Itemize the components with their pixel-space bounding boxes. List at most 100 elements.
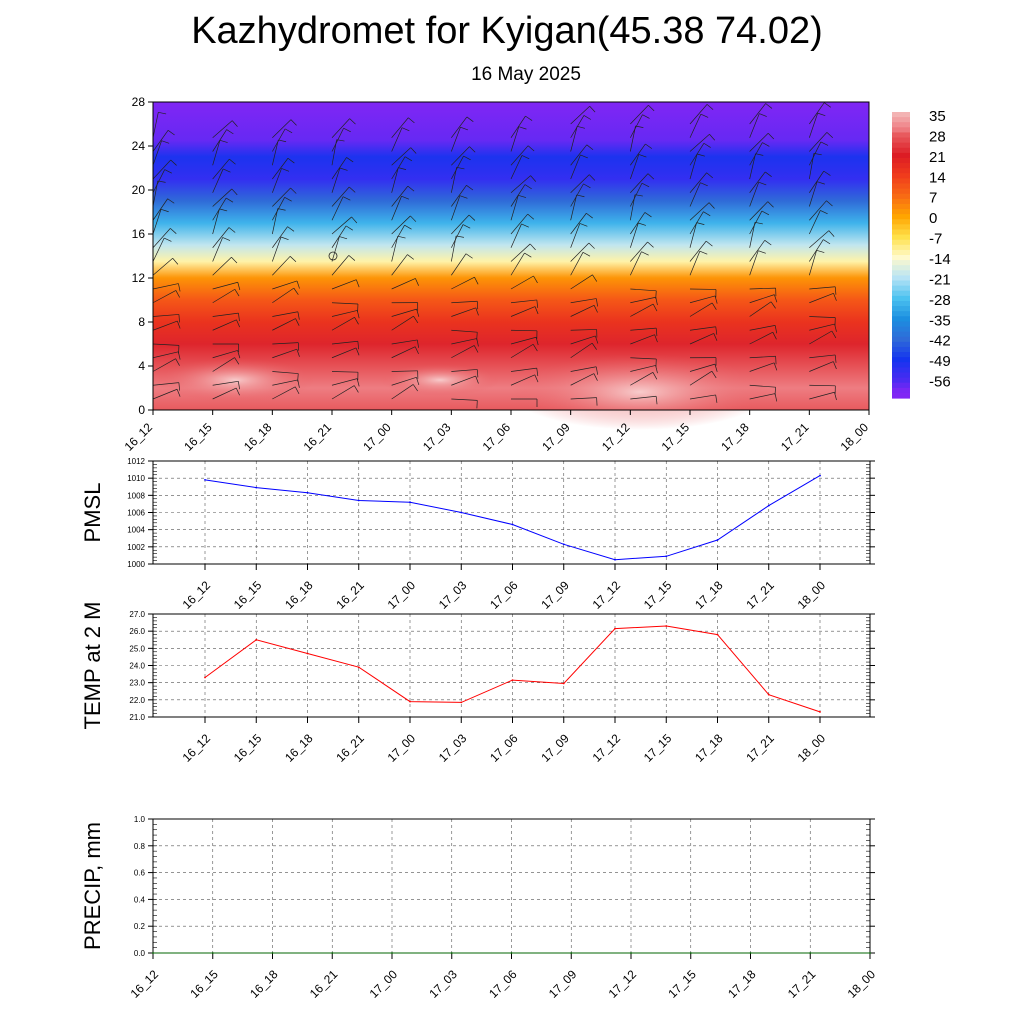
colorbar-segment	[892, 209, 910, 215]
colorbar-segment	[892, 183, 910, 190]
colorbar-label: -42	[929, 333, 951, 350]
wind-barb-flag	[226, 129, 234, 135]
wind-barb-flag	[465, 253, 473, 259]
wind-barb	[272, 168, 282, 193]
colorbar-segment	[892, 295, 910, 302]
wind-barb-flag	[355, 279, 360, 288]
x-tick-label: 16_21	[301, 420, 335, 454]
wind-barb	[451, 300, 478, 304]
wind-barb-flag	[774, 387, 776, 396]
wind-barb	[212, 257, 232, 276]
wind-barb	[689, 182, 701, 207]
wind-barb	[808, 250, 817, 276]
wind-barb	[212, 197, 227, 221]
wind-barb	[391, 117, 409, 138]
x-tick-label: 17_15	[641, 578, 675, 612]
wind-barb	[272, 342, 299, 345]
wind-barb	[689, 134, 710, 152]
wind-barb-flag	[586, 144, 594, 151]
wind-barb-flag	[580, 154, 588, 159]
y-tick-label: 1002	[127, 543, 145, 552]
wind-barb	[212, 281, 238, 290]
wind-barb-flag	[765, 171, 772, 177]
x-tick-label: 16_15	[231, 578, 265, 612]
x-tick-label: 17_03	[420, 420, 454, 454]
colorbar-segment	[892, 234, 910, 241]
x-tick-label: 17_06	[487, 731, 521, 765]
wind-barb-flag	[772, 332, 777, 340]
wind-barb	[749, 301, 772, 317]
wind-barb	[749, 331, 773, 345]
wind-barb-flag	[466, 185, 474, 191]
wind-barb	[331, 378, 358, 386]
colorbar-segment	[892, 382, 910, 389]
wind-barb-flag	[586, 212, 593, 219]
wind-barb	[152, 258, 173, 276]
colorbar-segment	[892, 132, 910, 139]
x-tick-label: 17_03	[426, 967, 460, 1001]
wind-barb-flag	[534, 306, 539, 315]
wind-barb	[152, 198, 168, 221]
y-tick-label: 8	[138, 315, 145, 329]
wind-barb	[809, 132, 828, 152]
wind-barb	[212, 188, 233, 207]
wind-barb-flag	[297, 379, 300, 388]
colorbar-segment	[892, 152, 910, 159]
colorbar-segment	[892, 255, 910, 261]
wind-barb-flag	[167, 198, 175, 204]
wind-barb	[391, 167, 399, 193]
wind-barb-flag	[164, 169, 173, 174]
wind-barb-flag	[595, 298, 598, 307]
wind-barb-flag	[351, 216, 358, 224]
wind-barb-flag	[831, 330, 837, 339]
colorbar-segment	[892, 112, 910, 118]
colorbar-label: -35	[929, 312, 951, 329]
wind-barb-flag	[178, 283, 181, 292]
wind-barb	[391, 278, 416, 290]
wind-barb	[630, 154, 640, 180]
wind-barb	[331, 317, 355, 331]
wind-barb-flag	[463, 155, 471, 161]
wind-barb-flag	[176, 389, 181, 397]
wind-barb-flag	[638, 154, 647, 158]
wind-barb	[630, 334, 655, 345]
warm-maximum	[155, 358, 315, 402]
chart-subtitle: 16 May 2025	[471, 64, 581, 85]
wind-barb	[391, 346, 416, 359]
wind-barb	[749, 325, 776, 331]
wind-barb	[630, 288, 657, 292]
wind-barb-flag	[521, 155, 530, 160]
wind-barb	[689, 251, 701, 276]
y-tick-label: 24.0	[129, 662, 145, 671]
colorbar-segment	[892, 392, 910, 399]
wind-barb	[391, 254, 408, 276]
colorbar-label: 7	[929, 190, 937, 207]
wind-barb	[272, 128, 286, 152]
wind-barb	[749, 201, 769, 221]
colorbar-segment	[892, 290, 910, 297]
wind-barb-flag	[705, 240, 713, 247]
pmsl-data-point	[716, 539, 719, 541]
temp-2m-data-point	[767, 693, 770, 696]
y-tick-label: 26.0	[129, 627, 145, 636]
wind-barb-flag	[290, 187, 297, 194]
wind-barb-flag	[577, 125, 586, 129]
wind-barb	[510, 367, 537, 372]
pmsl-data-point	[306, 491, 309, 494]
y-tick-label: 25.0	[129, 644, 145, 653]
wind-barb	[451, 146, 470, 166]
wind-barb-flag	[593, 305, 598, 313]
colorbar-segment	[892, 260, 910, 266]
wind-barb-flag	[175, 290, 180, 298]
temp-2m-data-point	[665, 625, 668, 627]
wind-barb-flag	[770, 301, 776, 309]
wind-barb	[451, 195, 461, 221]
wind-barb	[331, 225, 347, 248]
wind-barb	[152, 169, 166, 193]
wind-barb	[331, 347, 357, 359]
pmsl-data-point	[614, 558, 616, 561]
colorbar-segment	[892, 142, 910, 149]
precip-data-point	[152, 952, 154, 954]
colorbar-segment	[892, 265, 910, 271]
wind-barb	[331, 385, 355, 400]
